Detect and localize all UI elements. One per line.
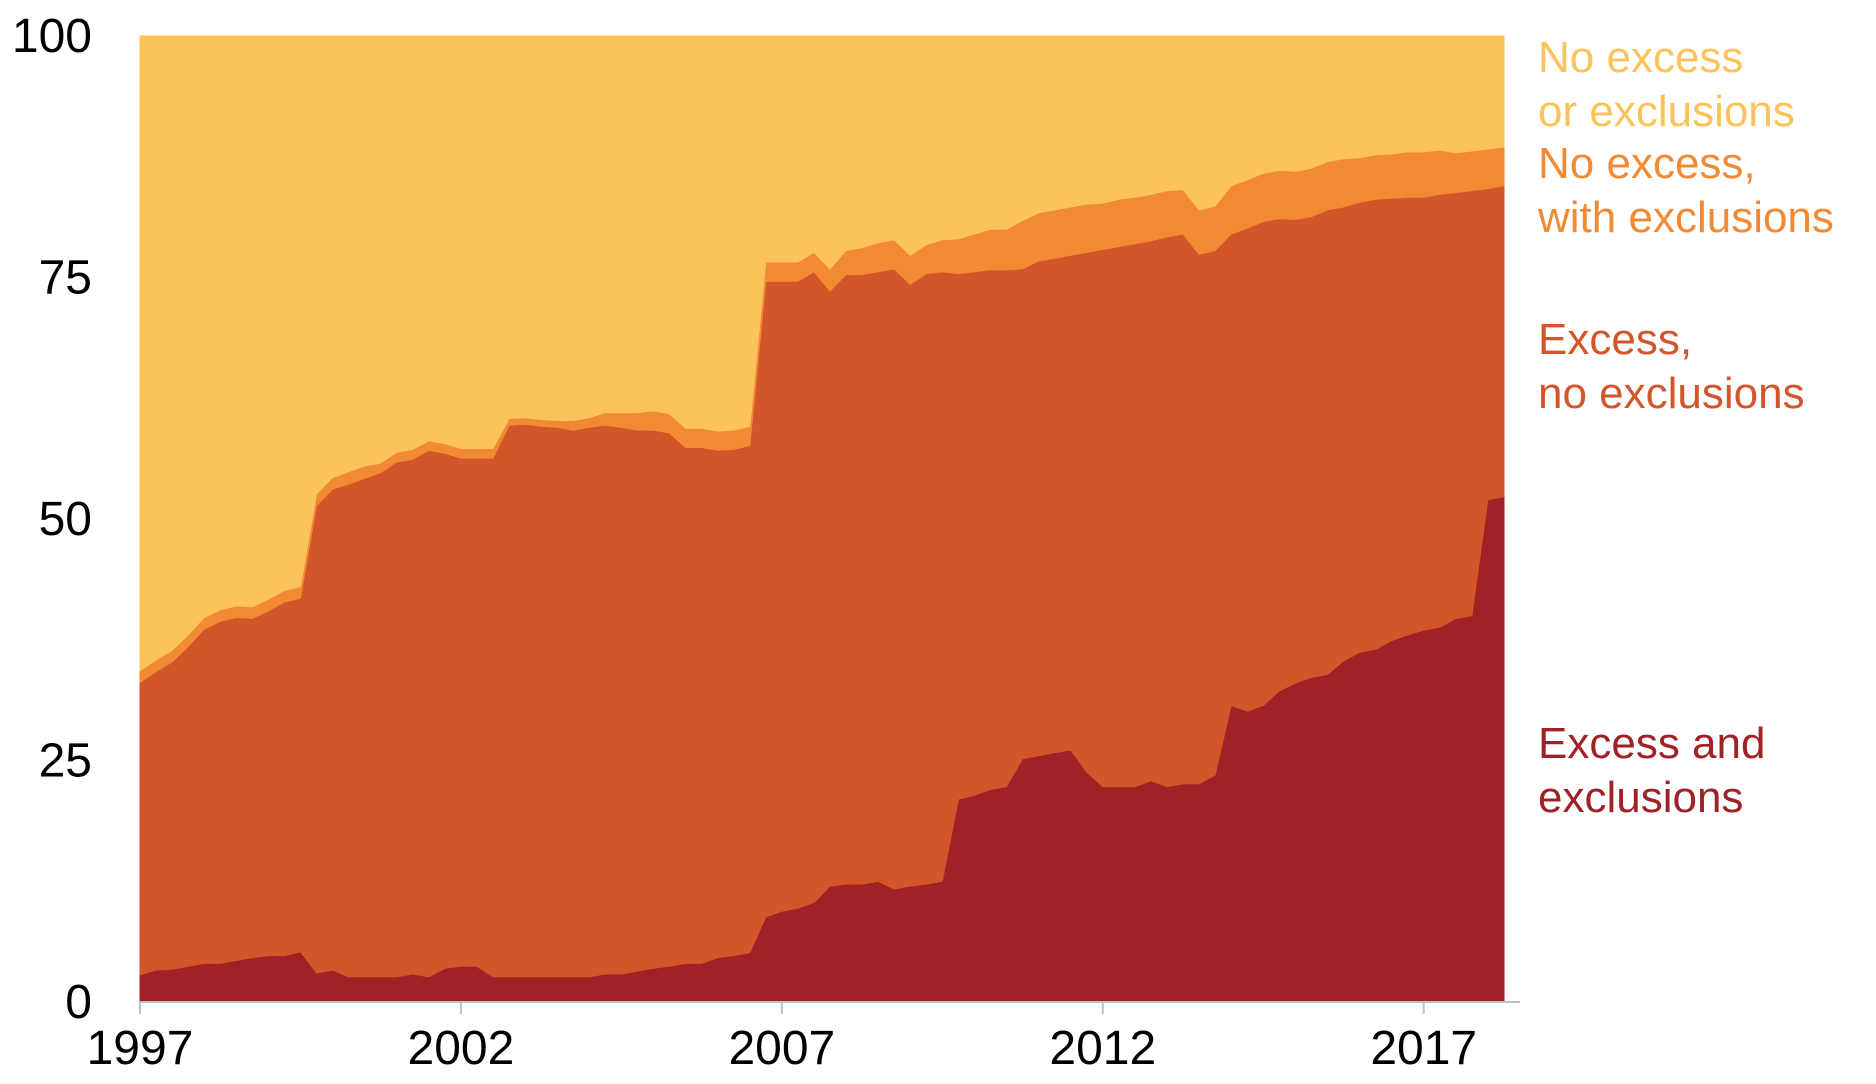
- y-tick-label: 0: [65, 976, 92, 1029]
- y-tick-label: 25: [39, 735, 92, 788]
- y-tick-label: 75: [39, 252, 92, 305]
- x-tick-label: 2002: [408, 1022, 515, 1075]
- x-tick-label: 2012: [1049, 1022, 1156, 1075]
- y-tick-label: 100: [12, 10, 92, 63]
- legend: No excess or exclusions No excess, with …: [1537, 33, 1834, 822]
- x-tick-label: 2007: [728, 1022, 835, 1075]
- legend-line: no exclusions: [1538, 369, 1805, 418]
- y-tick-label: 50: [39, 493, 92, 546]
- legend-line: exclusions: [1538, 773, 1743, 822]
- x-tick-label: 2017: [1370, 1022, 1477, 1075]
- axes: 1997 2002 2007 2012 2017 0 25 50 75 100: [12, 10, 1520, 1075]
- legend-line: with exclusions: [1537, 193, 1834, 242]
- area-series-group: [139, 35, 1505, 1003]
- legend-line: No excess: [1538, 33, 1743, 82]
- x-tick-label: 1997: [87, 1022, 194, 1075]
- x-axis-ticks: 1997 2002 2007 2012 2017: [87, 1002, 1477, 1075]
- legend-label-excess-and-exclusions: Excess and exclusions: [1538, 719, 1778, 822]
- legend-line: Excess and: [1538, 719, 1765, 768]
- legend-label-no-excess-with-exclusions: No excess, with exclusions: [1537, 139, 1834, 242]
- legend-label-excess-no-exclusions: Excess, no exclusions: [1538, 315, 1805, 418]
- legend-label-no-excess-or-exclusions: No excess or exclusions: [1538, 33, 1795, 136]
- y-axis-ticks: 0 25 50 75 100: [12, 10, 92, 1029]
- legend-line: or exclusions: [1538, 87, 1795, 136]
- legend-line: No excess,: [1538, 139, 1756, 188]
- legend-line: Excess,: [1538, 315, 1692, 364]
- area-series-no-excess-or-exclusions: [139, 35, 1505, 672]
